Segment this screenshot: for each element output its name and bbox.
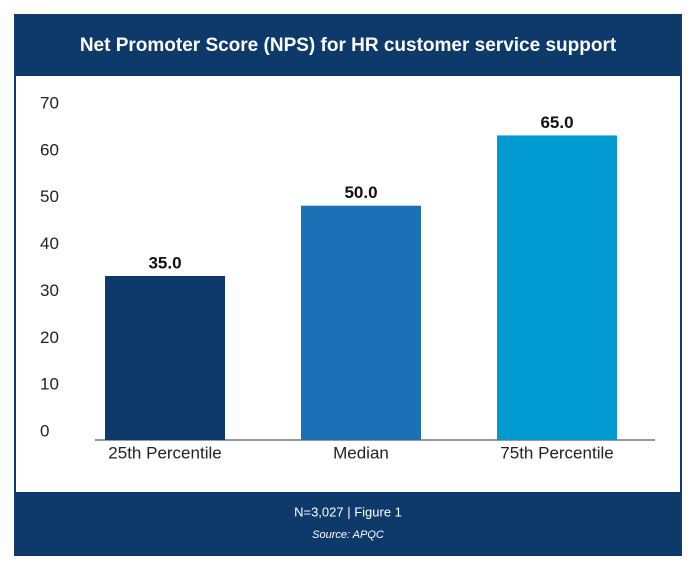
bar — [497, 135, 617, 440]
value-label: 50.0 — [344, 183, 377, 202]
chart-title: Net Promoter Score (NPS) for HR customer… — [80, 35, 617, 56]
source: Source: APQC — [312, 529, 384, 541]
bar — [301, 205, 421, 440]
y-tick-label: 10 — [40, 375, 59, 394]
bar — [105, 276, 225, 440]
value-label: 65.0 — [540, 113, 573, 132]
x-tick-label: 25th Percentile — [108, 443, 221, 462]
x-tick-label: 75th Percentile — [500, 443, 613, 462]
y-tick-label: 30 — [40, 281, 59, 300]
y-tick-label: 70 — [40, 93, 59, 112]
y-tick-label: 50 — [40, 187, 59, 206]
y-tick-label: 20 — [40, 328, 59, 347]
y-tick-label: 40 — [40, 234, 59, 253]
y-tick-label: 0 — [40, 421, 49, 440]
note: N=3,027 | Figure 1 — [294, 504, 402, 519]
y-tick-label: 60 — [40, 140, 59, 159]
value-label: 35.0 — [148, 253, 181, 272]
x-tick-label: Median — [333, 443, 389, 462]
